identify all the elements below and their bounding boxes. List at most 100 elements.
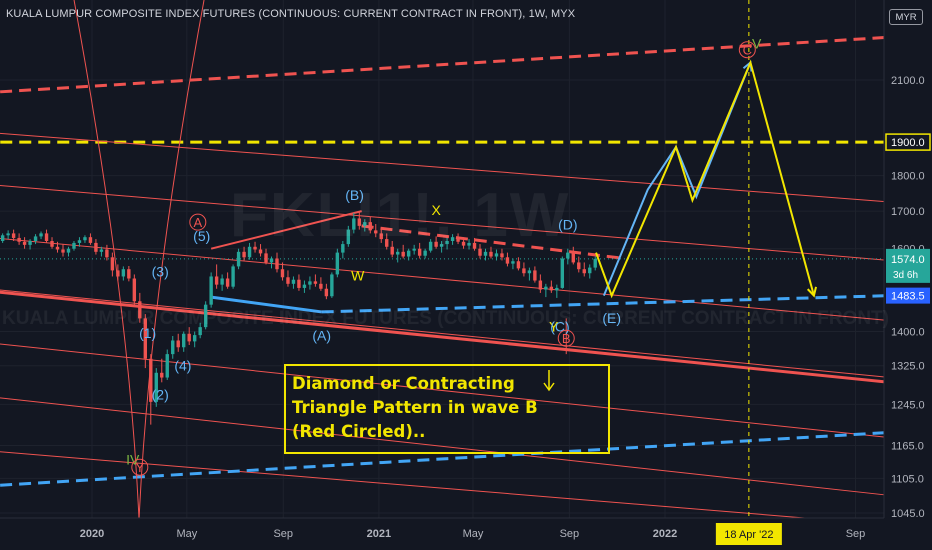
candle: [478, 244, 482, 259]
candle-body: [363, 222, 367, 226]
candle: [94, 239, 98, 255]
candle: [390, 241, 394, 258]
price-tick-label: 1700.0: [891, 206, 925, 218]
candle-body: [61, 249, 65, 253]
wave-circle: [131, 458, 149, 476]
trend-line: [0, 451, 891, 526]
candle: [88, 233, 93, 245]
candle-body: [412, 248, 416, 251]
trend-line: [0, 290, 891, 384]
candle-body: [516, 261, 521, 269]
candle: [401, 244, 405, 259]
candle: [0, 233, 5, 243]
price-label-box-blue: [886, 287, 930, 304]
candle-body: [472, 242, 477, 249]
candle: [566, 248, 570, 265]
candle-body: [461, 241, 466, 246]
time-tick-label: 2022: [653, 528, 677, 540]
candle-body: [209, 276, 213, 305]
candle: [346, 225, 351, 247]
note-arrow-head: [543, 382, 555, 392]
candle-body: [182, 333, 186, 348]
projection-yellow: [595, 59, 815, 299]
candle-body: [297, 279, 301, 288]
candle: [275, 252, 279, 273]
candle-body: [308, 281, 312, 285]
candle: [99, 246, 104, 257]
candle-body: [582, 269, 586, 274]
candle: [423, 248, 427, 259]
candle-body: [324, 288, 329, 297]
time-tick-label: Sep: [846, 528, 866, 540]
candle: [143, 314, 148, 369]
candle-body: [385, 239, 389, 247]
candle-body: [549, 286, 554, 291]
price-tick-label: 1245.0: [891, 399, 925, 411]
trend-line: [0, 184, 891, 261]
watermark-symbol: FKLI1!, 1W: [230, 181, 571, 250]
candle-body: [423, 250, 427, 256]
candle-body: [110, 257, 115, 271]
time-tick-label: Sep: [273, 528, 293, 540]
candle-body: [544, 286, 548, 290]
candle-body: [500, 253, 504, 258]
candle-body: [88, 237, 93, 243]
candle-body: [225, 278, 230, 287]
candle-body: [220, 278, 224, 285]
candle: [406, 248, 411, 261]
candle-body: [143, 318, 148, 359]
candle: [335, 248, 340, 278]
candle-body: [489, 251, 493, 257]
candle-body: [560, 258, 565, 288]
candle: [357, 211, 361, 230]
candle: [374, 224, 378, 238]
candle-body: [313, 281, 318, 284]
candle-body: [105, 249, 109, 258]
candle-body: [286, 277, 290, 284]
candle: [396, 248, 400, 263]
note-line: Triangle Pattern in wave B: [292, 398, 538, 417]
candle: [428, 239, 433, 253]
circled-wave-label: C: [743, 43, 752, 58]
candle-body: [138, 301, 142, 319]
candle: [22, 237, 27, 249]
candle-body: [236, 251, 241, 267]
candle-body: [483, 251, 488, 256]
candle-body: [417, 248, 422, 256]
candle: [105, 244, 109, 261]
date-marker-label: 18 Apr '22: [724, 529, 773, 541]
candle: [149, 354, 153, 425]
candle: [50, 237, 54, 249]
price-axis[interactable]: 1045.01105.01165.01245.01325.01400.01600…: [883, 0, 932, 550]
candle-body: [44, 233, 49, 242]
cycle-curve: [73, 0, 205, 521]
currency-button[interactable]: MYR: [889, 9, 923, 25]
candle: [560, 256, 565, 289]
candle: [341, 241, 345, 259]
candle: [308, 276, 312, 290]
candle-body: [302, 284, 307, 288]
candle: [44, 229, 49, 243]
candle: [549, 280, 554, 293]
time-axis[interactable]: 2020 May Sep 2021 May Sep 2022 Sep 18 Apr '22: [0, 517, 932, 550]
candle-body: [187, 333, 191, 342]
wave-label: (2): [152, 386, 169, 402]
candle: [55, 241, 60, 253]
candle: [83, 235, 87, 243]
candle: [538, 274, 543, 293]
candle-body: [346, 229, 351, 245]
candle-body: [264, 253, 268, 263]
candle: [582, 262, 586, 277]
candle: [555, 284, 559, 298]
candle: [247, 242, 252, 260]
candle-body: [6, 233, 10, 236]
candle-body: [231, 266, 235, 287]
candle: [127, 266, 131, 282]
candle-body: [83, 237, 87, 241]
candle-body: [341, 244, 345, 253]
candle: [450, 234, 455, 245]
candle: [171, 336, 175, 359]
candle-body: [527, 270, 532, 274]
